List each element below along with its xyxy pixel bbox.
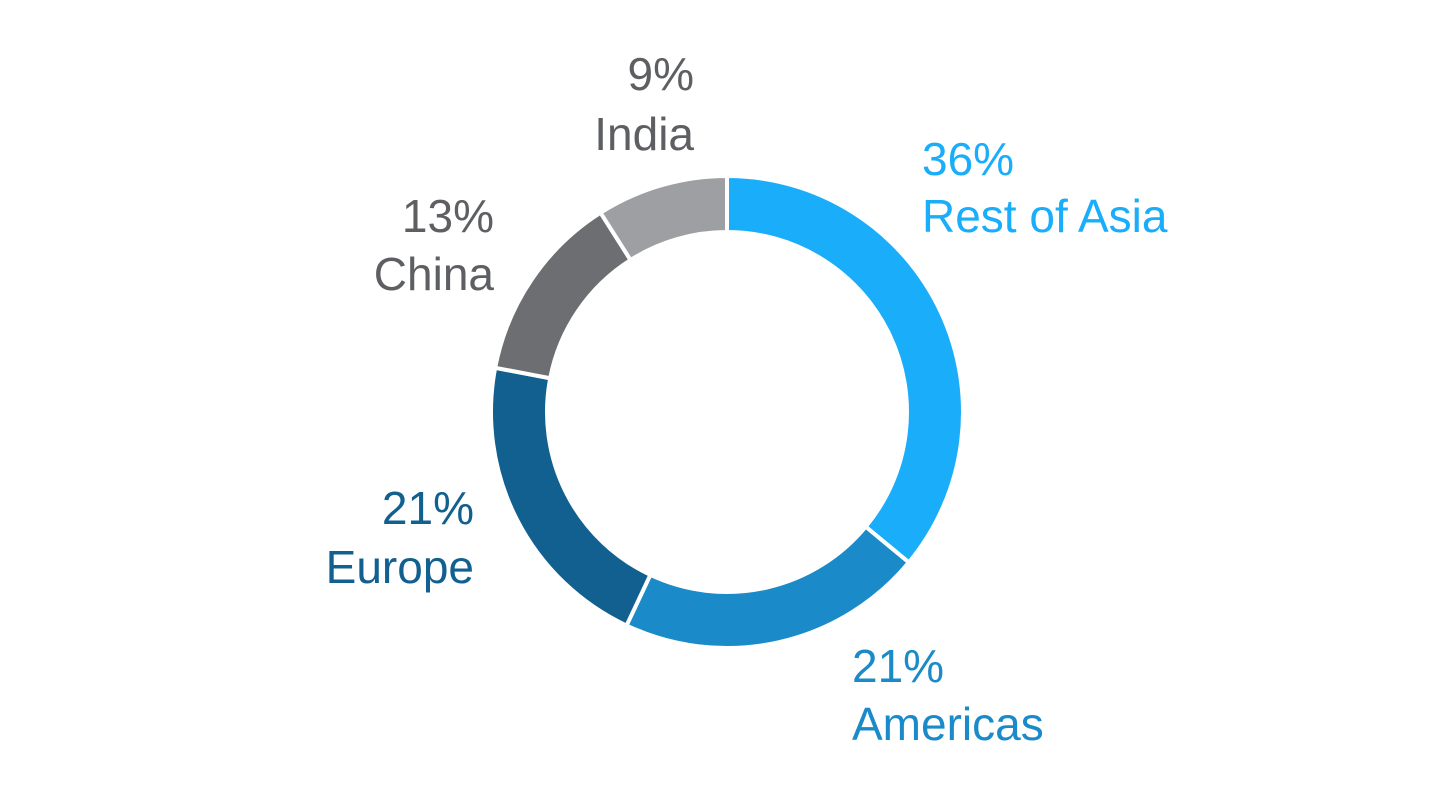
segment-rest-of-asia (725, 173, 965, 566)
label-china-name: China (374, 248, 495, 300)
label-americas: 21% Americas (852, 640, 1044, 750)
label-india-value: 9% (628, 48, 694, 100)
label-china-value: 13% (402, 190, 494, 242)
label-china: 13% China (374, 190, 495, 300)
segment-europe (489, 365, 654, 629)
segment-americas (623, 523, 912, 650)
label-rest-of-asia: 36% Rest of Asia (922, 133, 1168, 242)
donut-segments (489, 173, 965, 650)
label-rest-of-asia-value: 36% (922, 133, 1014, 185)
segment-india (597, 173, 729, 263)
label-europe: 21% Europe (326, 482, 474, 593)
label-europe-name: Europe (326, 541, 474, 593)
label-americas-value: 21% (852, 640, 944, 692)
label-americas-name: Americas (852, 698, 1044, 750)
label-india-name: India (594, 108, 694, 160)
label-europe-value: 21% (382, 482, 474, 534)
label-rest-of-asia-name: Rest of Asia (922, 190, 1168, 242)
segment-china (492, 209, 634, 381)
label-india: 9% India (594, 48, 694, 160)
